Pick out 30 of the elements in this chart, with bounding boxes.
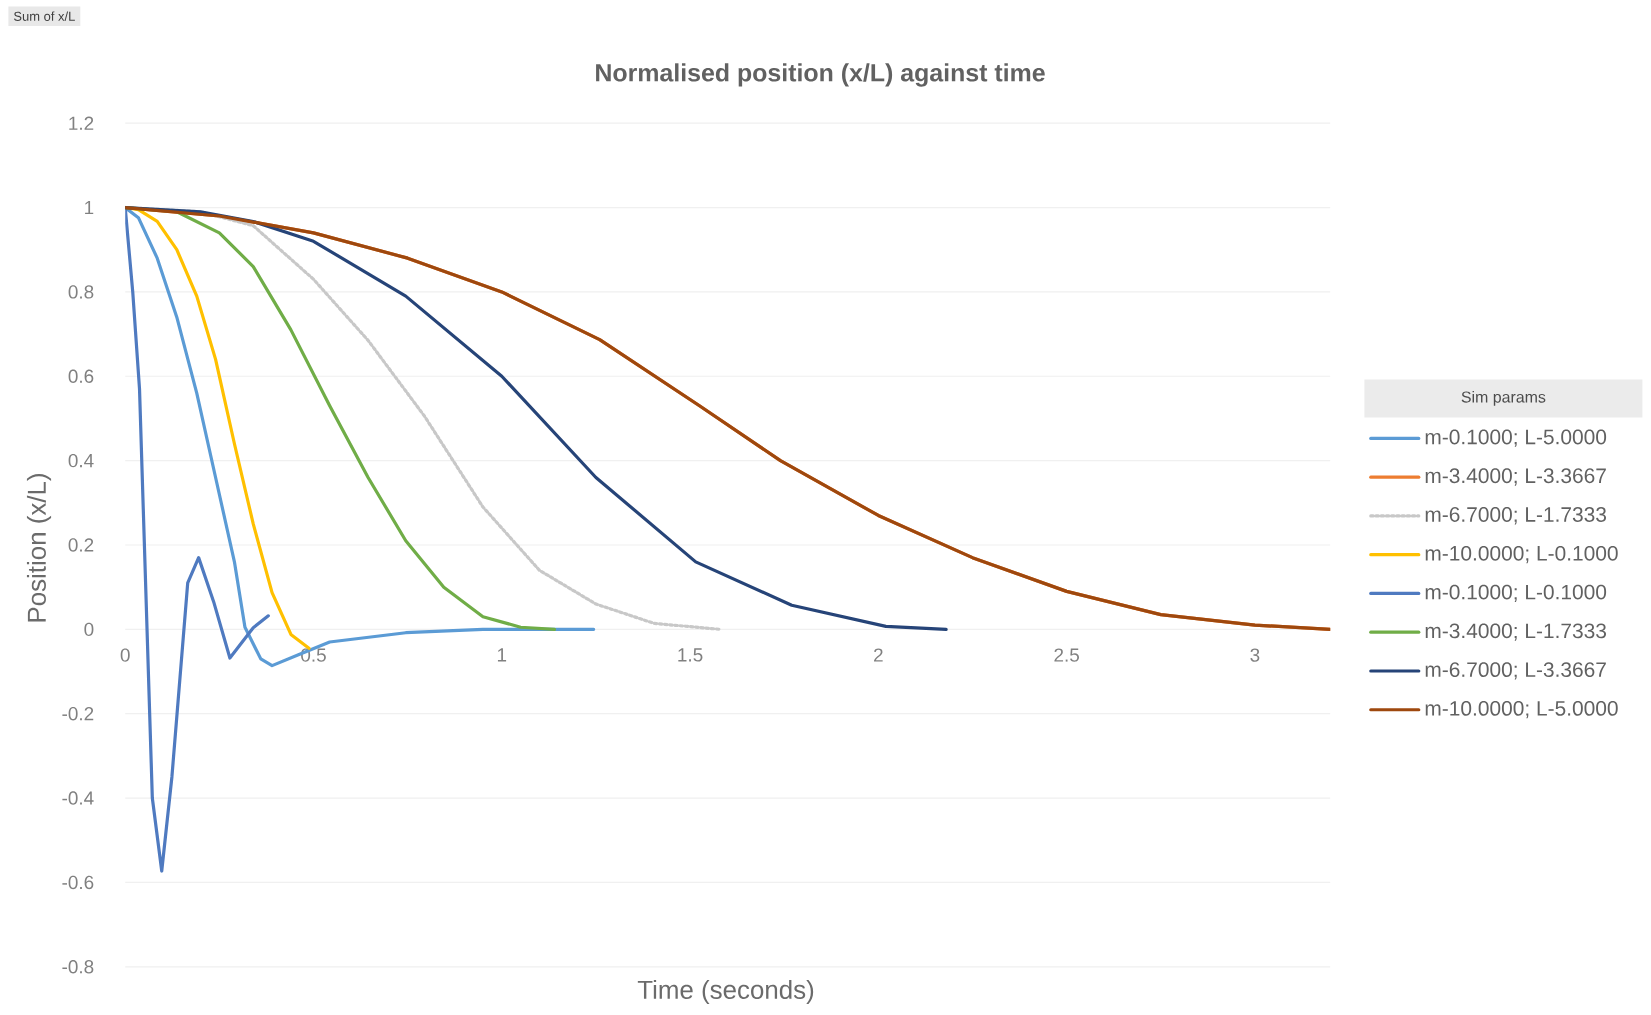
legend-label: m-0.1000; L-0.1000 <box>1425 584 1607 602</box>
y-tick-label: 0.4 <box>68 453 94 468</box>
legend-label: m-6.7000; L-1.7333 <box>1425 507 1607 525</box>
text: Sum of x/L <box>14 11 75 21</box>
y-axis-title: Position (x/L) <box>26 474 52 622</box>
legend-label: m-0.1000; L-5.0000 <box>1425 429 1607 447</box>
chart-title: Normalised position (x/L) against time <box>596 63 1045 87</box>
y-tick-label: 0.6 <box>68 369 94 383</box>
y-tick-label: -0.8 <box>62 960 94 974</box>
x-tick-label: 0 <box>120 648 130 662</box>
y-tick-label: -0.4 <box>62 791 94 805</box>
x-tick-label: 2.5 <box>1054 648 1079 662</box>
x-tick-label: 1 <box>497 648 507 662</box>
y-tick-label: 0 <box>84 622 94 637</box>
legend-label: m-10.0000; L-5.0000 <box>1425 700 1618 719</box>
x-tick-label: 2 <box>874 648 883 662</box>
x-tick-label: 3 <box>1250 648 1260 662</box>
y-tick-label: -0.6 <box>62 875 94 890</box>
y-tick-label: 1.2 <box>69 116 94 130</box>
legend-label: m-6.7000; L-3.3667 <box>1425 662 1606 680</box>
legend-label: m-3.4000; L-1.7333 <box>1425 623 1607 641</box>
y-tick-label: -0.2 <box>62 707 94 721</box>
legend-label: m-3.4000; L-3.3667 <box>1425 468 1606 486</box>
x-axis-title: Time (seconds) <box>637 979 814 1005</box>
legend-title: Sim params <box>1461 390 1546 406</box>
y-tick-label: 0.8 <box>68 285 94 299</box>
legend-label: m-10.0000; L-0.1000 <box>1425 545 1618 564</box>
x-tick-label: 1.5 <box>678 648 703 662</box>
y-tick-label: 1 <box>85 201 94 215</box>
y-tick-label: 0.2 <box>68 538 94 552</box>
